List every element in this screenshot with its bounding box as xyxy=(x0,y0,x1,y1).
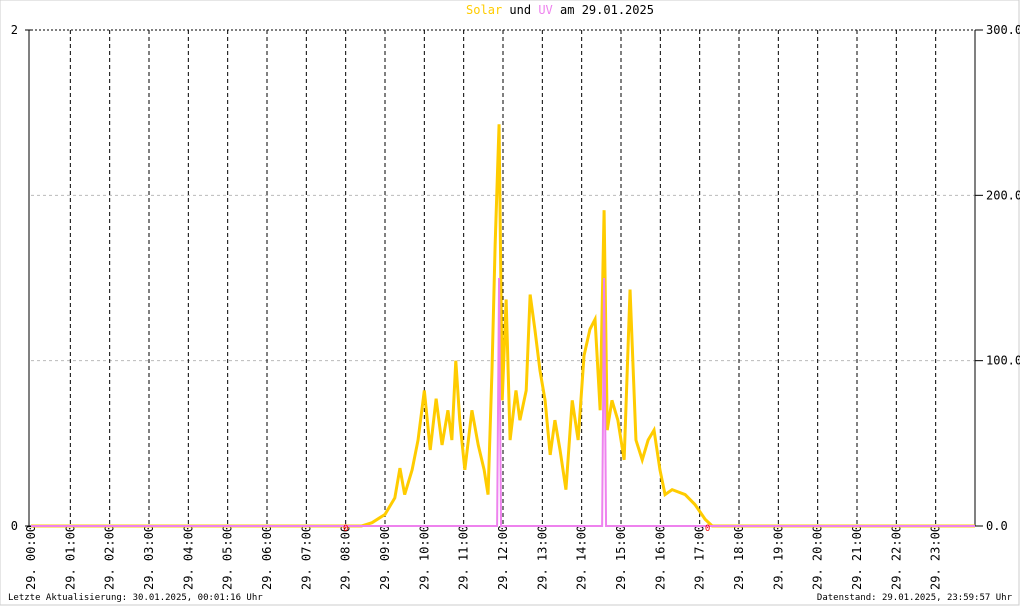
x-tick-label: 29. 13:00 xyxy=(535,525,549,590)
x-tick-label: 29. 17:00 xyxy=(693,525,707,590)
title-solar: Solar xyxy=(466,3,502,17)
x-tick-label: 29. 12:00 xyxy=(496,525,510,590)
x-tick-label: 29. 14:00 xyxy=(575,525,589,590)
x-tick-label: 29. 07:00 xyxy=(299,525,313,590)
x-tick-label: 29. 16:00 xyxy=(653,525,667,590)
x-tick-label: 29. 18:00 xyxy=(732,525,746,590)
annotation: 0 xyxy=(705,524,710,534)
y2-tick-label: 0.0 xyxy=(986,519,1008,533)
y2-tick-label: 300.0 xyxy=(986,23,1020,37)
footer-right: Datenstand: 29.01.2025, 23:59:57 Uhr xyxy=(817,593,1013,603)
x-tick-label: 29. 08:00 xyxy=(339,525,353,590)
x-tick-label: 29. 04:00 xyxy=(181,525,195,590)
x-tick-label: 29. 05:00 xyxy=(221,525,235,590)
x-tick-label: 29. 23:00 xyxy=(929,525,943,590)
chart-title: Solar und UV am 29.01.2025 xyxy=(466,3,654,17)
y2-tick-label: 100.0 xyxy=(986,354,1020,368)
title-connector: und xyxy=(509,3,531,17)
series-line xyxy=(31,277,975,527)
x-tick-label: 29. 10:00 xyxy=(417,525,431,590)
x-tick-label: 29. 09:00 xyxy=(378,525,392,590)
x-tick-label: 29. 01:00 xyxy=(63,525,77,590)
y2-tick-label: 200.0 xyxy=(986,188,1020,202)
series-line xyxy=(31,124,975,528)
x-tick-label: 29. 11:00 xyxy=(457,525,471,590)
footer-left: Letzte Aktualisierung: 30.01.2025, 00:01… xyxy=(8,593,263,603)
x-tick-label: 29. 20:00 xyxy=(811,525,825,590)
x-tick-label: 29. 15:00 xyxy=(614,525,628,590)
annotation: 0 xyxy=(343,524,348,534)
y-tick-label: 0 xyxy=(11,519,18,533)
title-date: am 29.01.2025 xyxy=(560,3,654,17)
x-tick-label: 29. 03:00 xyxy=(142,525,156,590)
x-tick-label: 29. 21:00 xyxy=(850,525,864,590)
x-tick-label: 29. 22:00 xyxy=(889,525,903,590)
y-tick-label: 2 xyxy=(11,23,18,37)
x-tick-label: 29. 00:00 xyxy=(24,525,38,590)
x-tick-label: 29. 19:00 xyxy=(771,525,785,590)
x-tick-label: 29. 06:00 xyxy=(260,525,274,590)
title-uv: UV xyxy=(538,3,552,17)
x-tick-label: 29. 02:00 xyxy=(103,525,117,590)
